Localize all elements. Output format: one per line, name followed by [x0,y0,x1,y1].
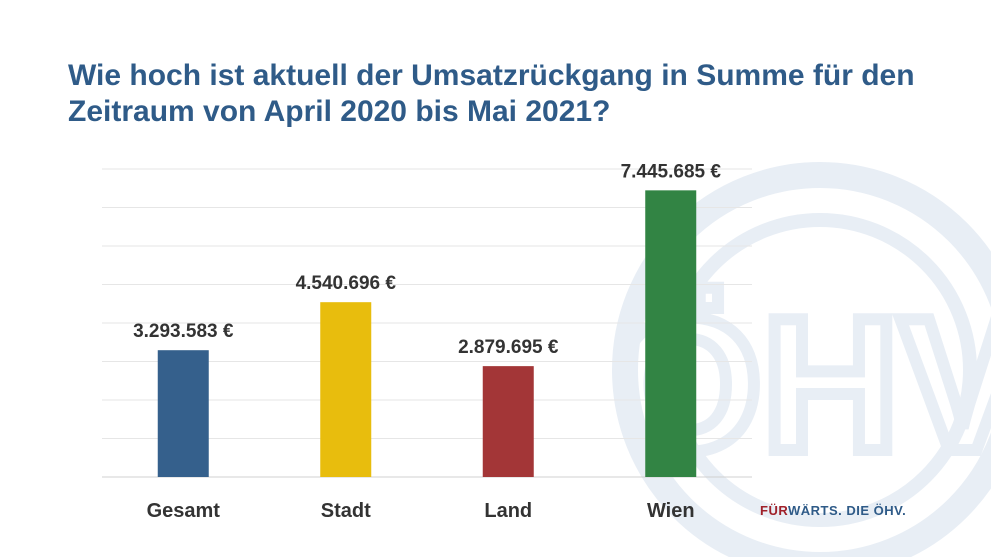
data-label: 7.445.685 € [621,161,722,182]
bar-land [482,366,534,477]
x-tick-label: Wien [647,500,695,522]
slogan: FÜRWÄRTS. DIE ÖHV. [760,503,906,518]
slogan-rest: WÄRTS. DIE ÖHV. [787,503,907,518]
x-tick-label: Land [484,500,532,522]
x-tick-label: Stadt [321,500,371,522]
data-label: 3.293.583 € [133,321,234,342]
bar-gesamt [157,350,209,477]
x-tick-label: Gesamt [147,500,221,522]
chart-title: Wie hoch ist aktuell der Umsatzrückgang … [68,59,915,128]
bar-stadt [320,302,372,477]
slogan-accent: FÜR [760,503,788,518]
data-label: 4.540.696 € [296,273,397,294]
bar-wien [645,190,697,477]
data-label: 2.879.695 € [458,337,559,358]
